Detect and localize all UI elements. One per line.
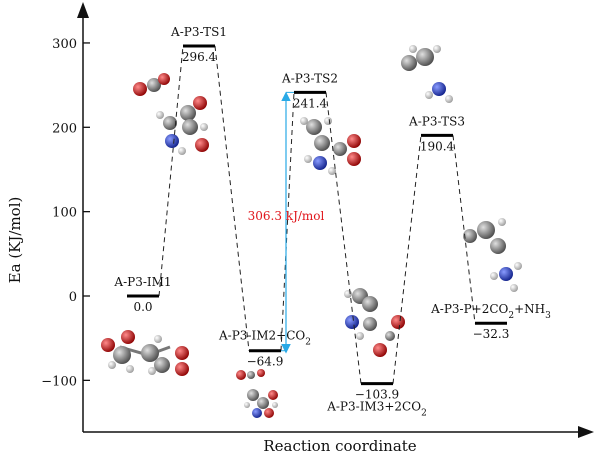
connector-line — [392, 135, 422, 384]
y-axis-arrow — [77, 2, 89, 18]
energy-value-label: −32.3 — [473, 327, 510, 341]
state-label: A-P3-TS2 — [281, 71, 338, 85]
energy-value-label: 241.4 — [293, 96, 328, 110]
connector-line — [158, 45, 184, 297]
energy-value-label: 190.4 — [420, 139, 455, 153]
state-label: A-P3-TS3 — [408, 114, 465, 128]
molecule-im1-illustration — [101, 330, 189, 376]
y-tick-label: 0 — [69, 290, 77, 305]
state-label: A-P3-P+2CO2+NH3 — [430, 302, 551, 321]
y-tick-label: 200 — [52, 121, 77, 136]
axes — [77, 2, 594, 438]
state-label: A-P3-IM3+2CO2 — [326, 400, 427, 419]
energy-value-label: 296.4 — [182, 50, 217, 64]
state-label: A-P3-TS1 — [170, 25, 227, 39]
molecule-im3-illustration — [344, 288, 405, 357]
y-ticks: 300 200 100 0 −100 — [41, 37, 90, 389]
y-tick-label: 300 — [52, 37, 77, 52]
energy-value-label: 0.0 — [133, 300, 152, 314]
x-axis-label: Reaction coordinate — [263, 437, 416, 454]
state-label: A-P3-IM2+CO2 — [218, 329, 311, 348]
molecule-im2-illustration — [236, 369, 278, 418]
molecule-ts1-illustration — [133, 73, 209, 155]
connector-line — [214, 45, 250, 351]
y-tick-label: −100 — [41, 374, 77, 389]
barrier-annotation: 306.3 kJ/mol — [248, 91, 325, 354]
connector-line — [325, 92, 362, 384]
connector-line — [452, 135, 476, 324]
barrier-value-label: 306.3 kJ/mol — [248, 209, 325, 223]
molecule-ts2-illustration — [300, 117, 361, 175]
energy-value-label: −64.9 — [247, 355, 284, 369]
y-axis-label: Ea (KJ/mol) — [6, 197, 24, 284]
energy-value-label: −103.9 — [355, 388, 399, 402]
state-label: A-P3-IM1 — [113, 275, 171, 289]
y-tick-label: 100 — [52, 206, 77, 221]
molecule-product-illustration — [463, 218, 522, 292]
x-axis-arrow — [578, 426, 594, 438]
molecule-ts3-illustration — [401, 45, 453, 103]
